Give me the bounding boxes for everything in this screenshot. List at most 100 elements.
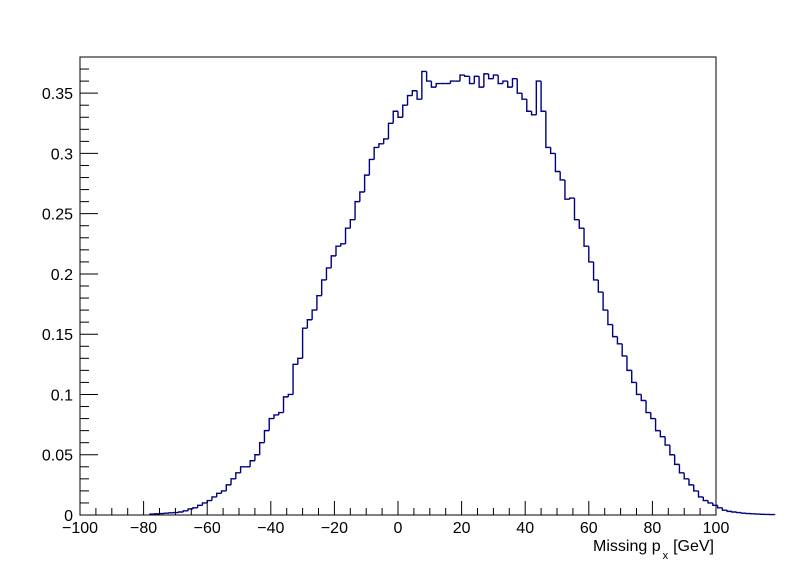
histogram-bin [273, 414, 279, 419]
histogram-bin [635, 382, 642, 396]
histogram-bin [735, 511, 742, 514]
histogram-bin [397, 111, 403, 118]
histogram-bin [254, 454, 260, 461]
x-tick-label: 40 [516, 520, 534, 537]
x-tick-label: −40 [257, 520, 284, 537]
histogram-bin [430, 81, 437, 88]
histogram-bin [564, 179, 570, 200]
histogram-bin [626, 355, 632, 372]
histogram-bin [278, 411, 284, 415]
y-tick-label: 0.35 [42, 86, 73, 103]
histogram-bin [583, 228, 589, 247]
histogram-bin [588, 246, 594, 263]
histogram-bin [559, 171, 565, 181]
histogram-bin [530, 111, 537, 116]
histogram-bin [702, 496, 709, 502]
y-axis: 0 0.05 0.1 0.15 0.2 0.25 0.3 0.35 [42, 68, 98, 525]
x-tick-label: −60 [194, 520, 221, 537]
x-axis-title-unit: [GeV] [673, 538, 714, 555]
histogram-bin [521, 93, 527, 100]
x-tick-label: −20 [321, 520, 348, 537]
histogram-bin [192, 507, 198, 509]
histogram-bin [511, 77, 518, 88]
histogram-bin [659, 430, 666, 438]
histogram-bin [368, 158, 375, 176]
histogram-bin [645, 400, 651, 414]
histogram-bin [292, 363, 298, 395]
histogram-bin [387, 122, 394, 139]
histogram-bin [549, 147, 556, 155]
histogram-bin [492, 74, 499, 79]
histogram-bin [607, 310, 613, 326]
histogram-bin [349, 219, 356, 229]
histogram-bin [239, 466, 246, 473]
histogram-bin [335, 245, 341, 256]
histogram-bin [740, 512, 747, 514]
histogram-bin [297, 357, 303, 365]
histogram-bin [402, 104, 408, 118]
histogram-bin [311, 309, 317, 320]
x-tick-label: 0 [394, 520, 403, 537]
histogram-bin [483, 73, 489, 88]
histogram-bin [330, 255, 336, 268]
histogram-layer [149, 70, 776, 516]
histogram-bin [216, 492, 222, 497]
histogram-bin [497, 75, 503, 85]
histogram-bin [325, 267, 332, 280]
histogram-bin [697, 490, 704, 498]
histogram-bin [507, 81, 513, 88]
histogram-bin [468, 76, 475, 85]
histogram-bin [411, 90, 418, 96]
histogram-bin [716, 505, 723, 509]
histogram-bin [631, 370, 637, 384]
histogram-bin [340, 243, 346, 247]
y-tick-label: 0.05 [42, 448, 73, 465]
histogram-bin [359, 191, 365, 202]
histogram-bin [230, 478, 236, 485]
histogram-bin [301, 327, 308, 359]
histogram-bin [287, 393, 294, 397]
histogram-bin [654, 418, 661, 432]
y-tick-label: 0 [64, 508, 73, 525]
histogram-bin [196, 504, 203, 508]
histogram-bin [616, 336, 623, 345]
histogram-bin [320, 279, 327, 296]
histogram-bin [425, 71, 432, 82]
histogram-bin [316, 294, 322, 311]
histogram-bin [669, 445, 675, 456]
histogram-bin [177, 511, 184, 513]
histogram-bin [502, 80, 508, 84]
histogram-bin [225, 484, 232, 491]
histogram-bin [731, 511, 737, 513]
histogram-bin [406, 94, 413, 106]
histogram-bin [611, 324, 618, 338]
x-tick-label: 20 [453, 520, 471, 537]
histogram-bin [540, 81, 546, 112]
histogram-bin [201, 502, 208, 506]
histogram-bin [478, 76, 484, 88]
histogram-bin [650, 412, 656, 420]
x-tick-label: 60 [580, 520, 598, 537]
x-axis-title-main: Missing p [593, 538, 661, 555]
histogram-bin [258, 441, 265, 455]
histogram-bin [721, 507, 728, 511]
histogram-bin [464, 75, 470, 77]
histogram-bin [640, 394, 647, 402]
histogram-bin [249, 460, 255, 467]
histogram-bin [526, 99, 532, 112]
histogram-bin [421, 70, 427, 100]
histogram-bin [554, 153, 561, 173]
histogram-bin [569, 197, 575, 200]
histogram-bin [592, 261, 599, 281]
x-axis: −100 −80 −60 −40 −20 0 20 40 60 80 100 [62, 501, 729, 537]
histogram-bin [621, 343, 627, 357]
x-axis-title-subscript: x [663, 550, 669, 562]
histogram-bin [220, 490, 227, 494]
histogram-bin [392, 110, 398, 124]
y-tick-label: 0.2 [51, 267, 73, 284]
histogram-bin [306, 319, 313, 329]
histogram-bin [235, 472, 241, 479]
histogram-bin [678, 464, 685, 474]
histogram-bin [435, 82, 441, 88]
